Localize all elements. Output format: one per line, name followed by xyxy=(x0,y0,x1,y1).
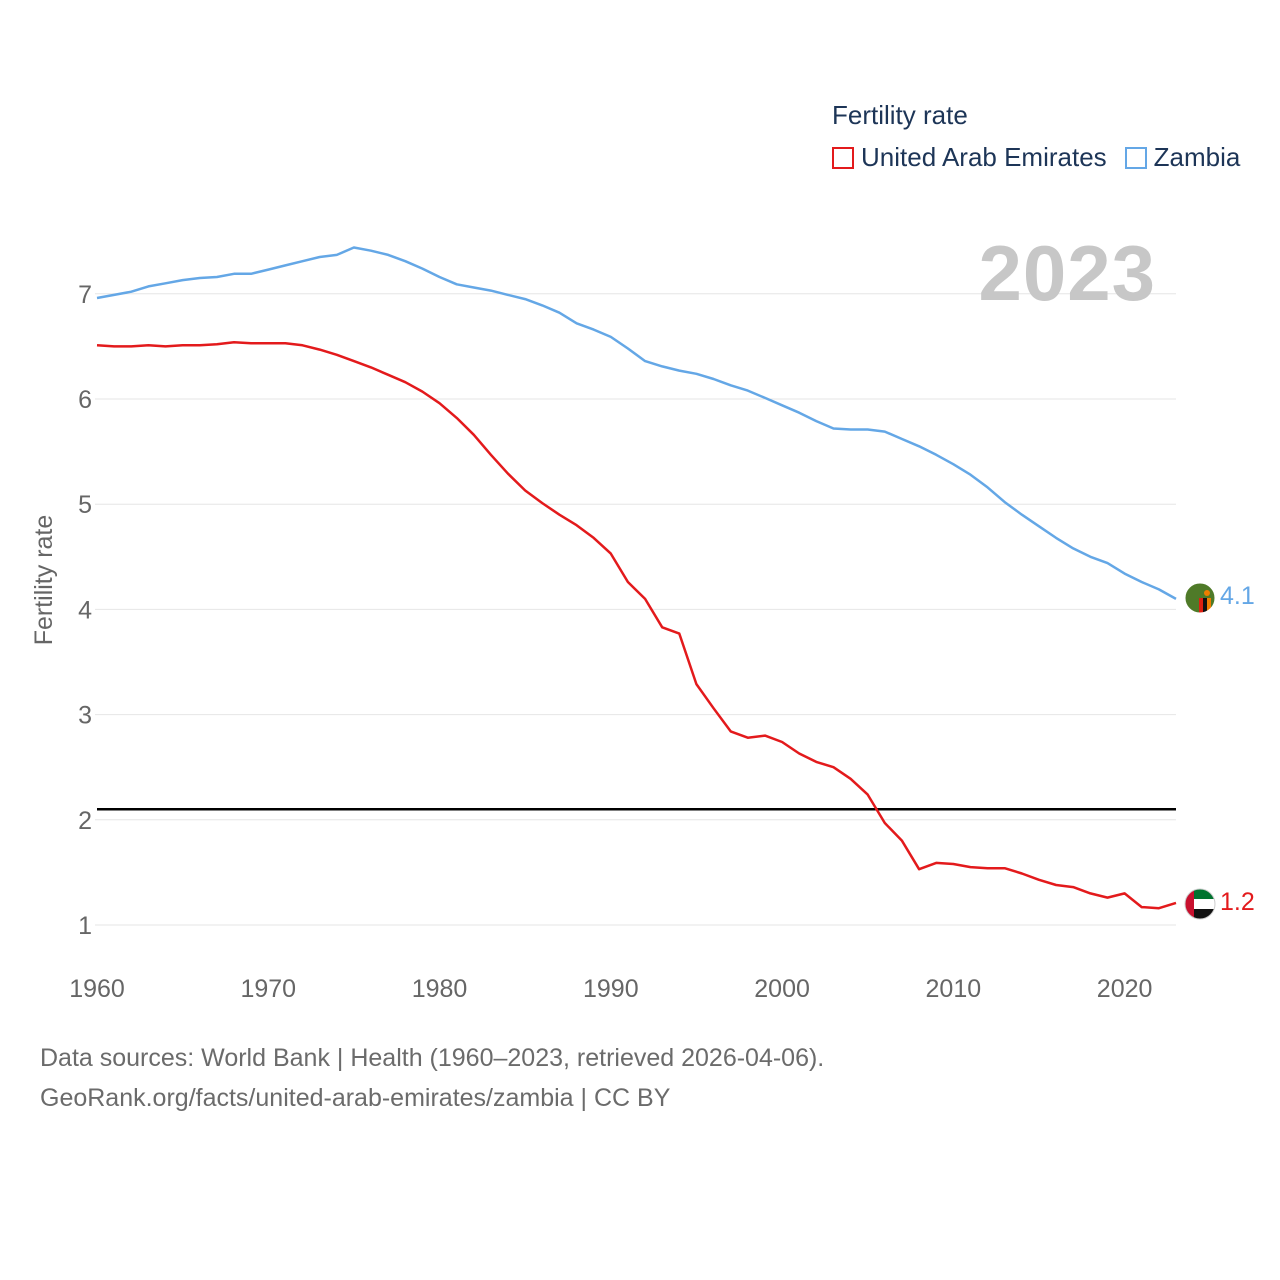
legend-swatch-zambia xyxy=(1124,146,1147,169)
legend-title: Fertility rate xyxy=(832,100,968,130)
legend-label-uae: United Arab Emirates xyxy=(861,142,1107,172)
y-tick-label: 4 xyxy=(78,596,92,624)
grid-lines xyxy=(95,293,1176,926)
uae-flag-icon xyxy=(1185,889,1215,919)
x-tick-label: 2020 xyxy=(1097,975,1153,1003)
legend-label-zambia: Zambia xyxy=(1153,142,1241,172)
x-tick-label: 1960 xyxy=(69,975,125,1003)
x-tick-label: 1980 xyxy=(412,975,468,1003)
uae-marker-ring xyxy=(1184,888,1216,920)
x-axis-ticks: 1960 1970 1980 1990 2000 2010 2020 xyxy=(69,975,1152,1003)
zambia-flag-icon xyxy=(1185,583,1215,613)
y-tick-label: 7 xyxy=(78,281,92,309)
x-tick-label: 1990 xyxy=(583,975,639,1003)
y-tick-label: 2 xyxy=(78,807,92,835)
source-line-2[interactable]: GeoRank.org/facts/united-arab-emirates/z… xyxy=(40,1084,671,1112)
y-tick-label: 3 xyxy=(78,702,92,730)
series-line-united-arab-emirates xyxy=(96,340,1177,910)
legend: United Arab Emirates Zambia xyxy=(832,142,1240,173)
zambia-marker-ring xyxy=(1184,582,1216,614)
x-tick-label: 1970 xyxy=(240,975,296,1003)
legend-swatch-uae xyxy=(832,146,854,169)
x-tick-label: 2000 xyxy=(754,975,810,1003)
series-lines xyxy=(96,246,1177,910)
year-overlay: 2023 xyxy=(978,229,1156,317)
y-tick-label: 1 xyxy=(78,912,92,940)
y-tick-label: 6 xyxy=(78,386,92,414)
series-line-zambia xyxy=(96,246,1177,600)
y-tick-label: 5 xyxy=(78,491,92,519)
legend-item-uae[interactable]: United Arab Emirates xyxy=(832,142,1107,173)
y-axis-label: Fertility rate xyxy=(30,515,58,646)
x-tick-label: 2010 xyxy=(926,975,982,1003)
legend-item-zambia[interactable]: Zambia xyxy=(1124,142,1241,173)
zambia-end-label: 4.1 xyxy=(1220,582,1255,610)
uae-end-label: 1.2 xyxy=(1220,888,1255,916)
source-line-1: Data sources: World Bank | Health (1960–… xyxy=(40,1044,825,1072)
y-axis-ticks: 1 2 3 4 5 6 7 xyxy=(78,281,92,940)
